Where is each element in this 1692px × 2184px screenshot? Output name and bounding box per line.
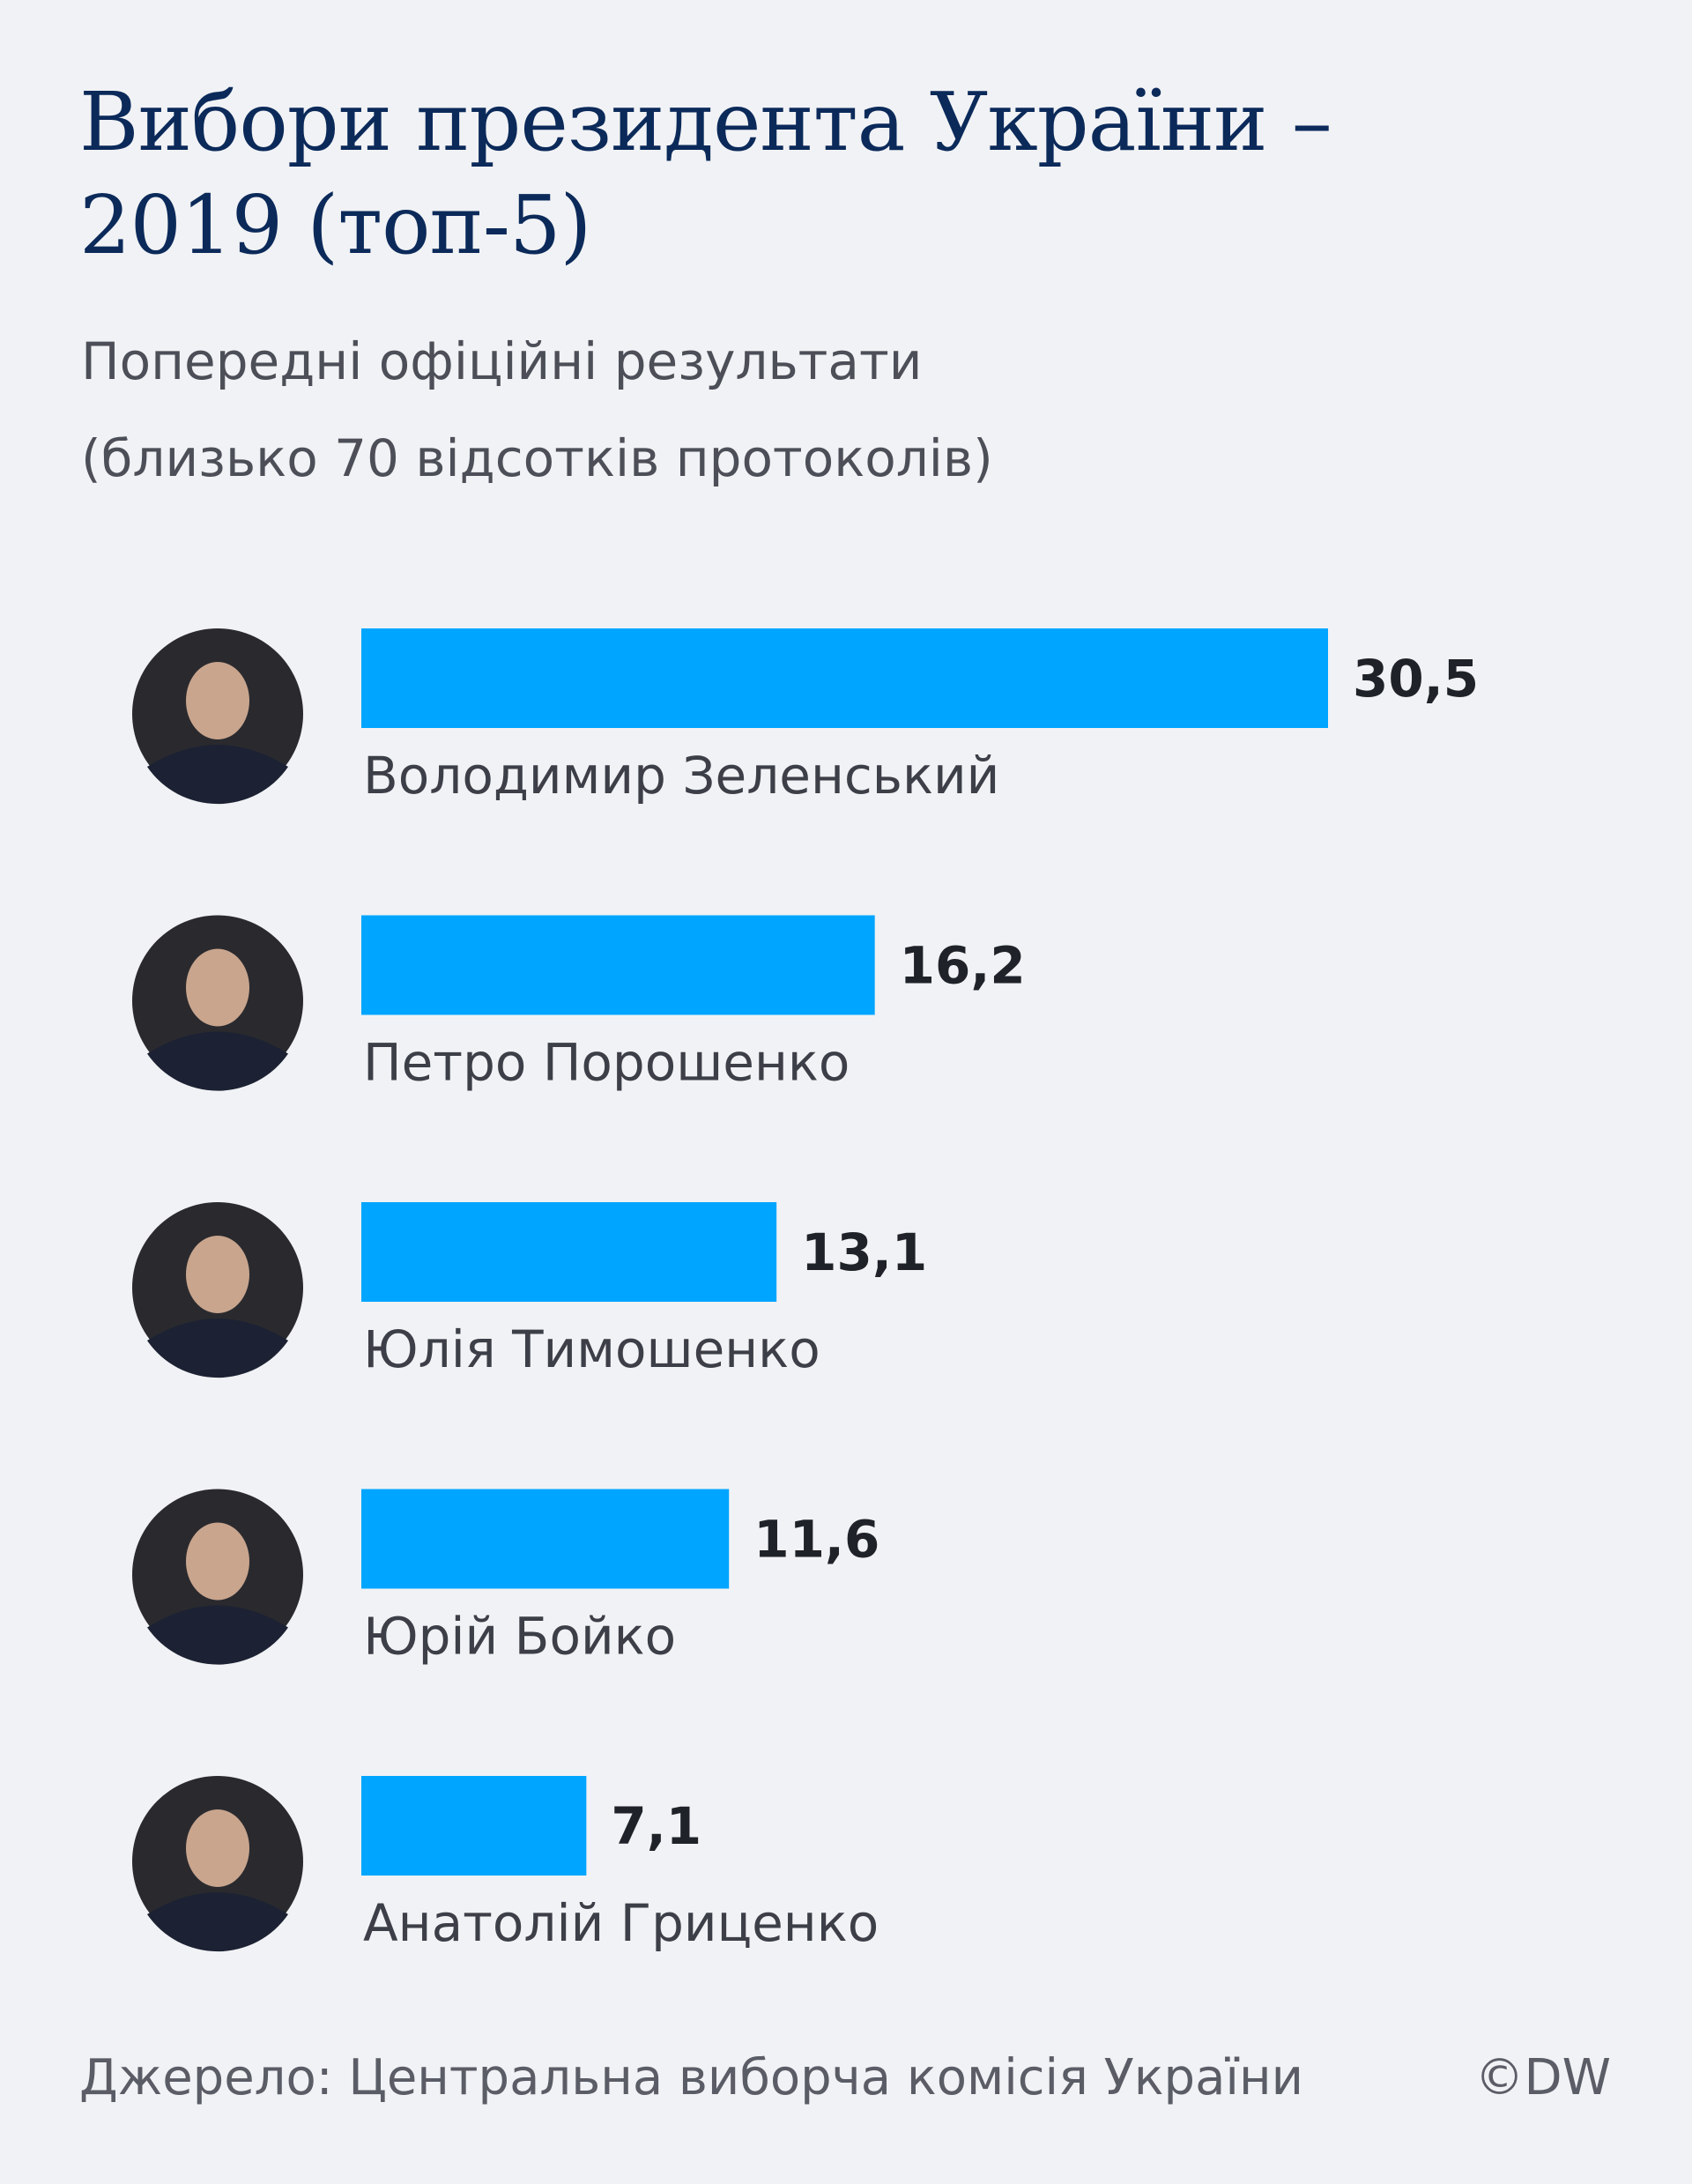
- value-label: 16,2: [900, 936, 1026, 996]
- bar: [361, 1202, 777, 1302]
- value-label: 30,5: [1353, 649, 1479, 709]
- bar: [361, 1489, 730, 1589]
- bar: [361, 628, 1328, 728]
- category-label: Володимир Зеленський: [363, 746, 999, 806]
- category-label: Юрій Бойко: [363, 1607, 676, 1667]
- bar: [361, 915, 875, 1015]
- category-label: Юлія Тимошенко: [363, 1319, 820, 1379]
- subtitle-line-1: Попередні офіційні результати: [81, 331, 923, 391]
- subtitle-line-2: (близько 70 відсотків протоколів): [81, 428, 993, 488]
- value-label: 13,1: [801, 1222, 927, 1282]
- candidate-photo: [132, 1776, 303, 1952]
- candidate-photo: [132, 915, 303, 1091]
- candidate-photo: [132, 1202, 303, 1378]
- category-label: Анатолій Гриценко: [363, 1893, 879, 1953]
- chart-title: Вибори президента України – 2019 (топ-5): [79, 75, 1332, 272]
- value-label: 11,6: [753, 1510, 879, 1570]
- value-label: 7,1: [611, 1796, 701, 1856]
- category-label: Петро Порошенко: [363, 1033, 850, 1093]
- copyright-credit: ©DW: [1474, 2049, 1612, 2106]
- source-note: Джерело: Центральна виборча комісія Укра…: [79, 2049, 1303, 2106]
- candidate-photo: [132, 1489, 303, 1665]
- chart-subtitle: Попередні офіційні результати (близько 7…: [81, 313, 1315, 507]
- candidate-photo: [132, 628, 303, 805]
- bar: [361, 1776, 587, 1876]
